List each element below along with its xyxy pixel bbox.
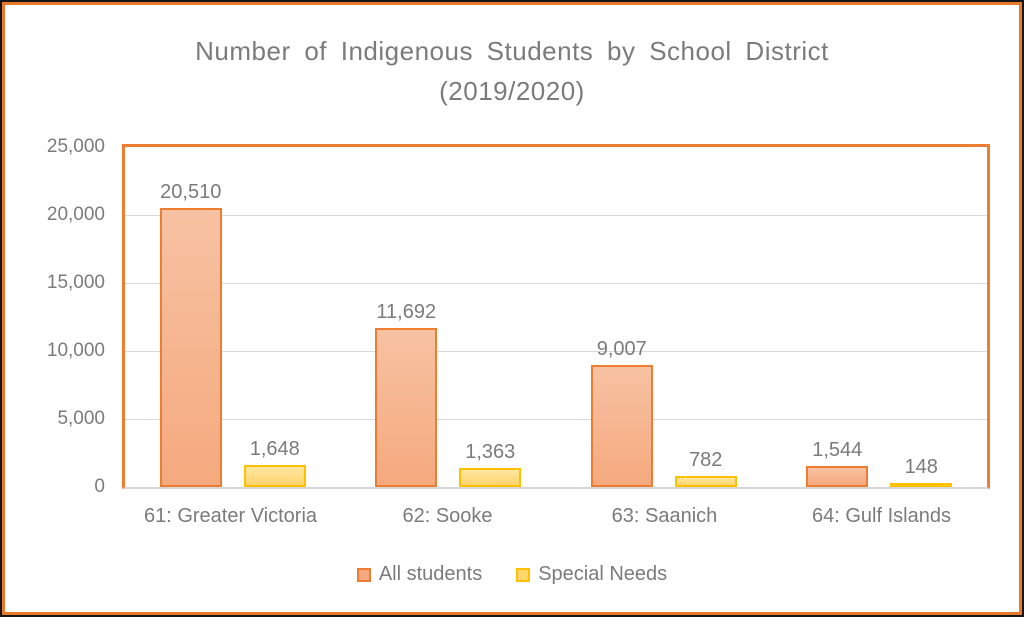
legend-label: All students (378, 563, 483, 585)
bar-group-63-saanich: 9,007 782 (556, 147, 772, 487)
plot-area: 20,510 1,648 11,692 1,363 9,007 782 1,544 148 (122, 144, 990, 489)
bar-special-needs-61-greater-victoria: 1,648 (243, 438, 306, 487)
gridline-5000 (125, 419, 987, 420)
x-axis-category-label-63-saanich: 63: Saanich (611, 505, 718, 527)
legend: All students Special Needs (5, 563, 1019, 586)
y-axis-tick-label: 20,000 (46, 204, 105, 225)
bar-group-62-sooke: 11,692 1,363 (341, 147, 557, 487)
x-axis-category-label-62-sooke: 62: Sooke (402, 505, 493, 527)
x-axis-category-label-61-greater-victoria: 61: Greater Victoria (143, 505, 318, 527)
bar-all-students-61-greater-victoria: 20,510 (159, 181, 222, 487)
y-axis-tick-label: 10,000 (46, 340, 105, 361)
y-axis-tick-label: 25,000 (46, 136, 105, 157)
bar-group-64-gulf-islands: 1,544 148 (772, 147, 988, 487)
bar-value-label: 9,007 (596, 337, 647, 360)
bar-value-label: 11,692 (376, 301, 437, 323)
bar-group-61-greater-victoria: 20,510 1,648 (125, 147, 341, 487)
legend-item-all-students: All students (356, 563, 483, 586)
bar-all-students-62-sooke: 11,692 (375, 301, 438, 487)
bar-special-needs-62-sooke: 1,363 (459, 441, 522, 487)
bar-all-students-63-saanich: 9,007 (590, 338, 653, 487)
legend-swatch-icon (356, 567, 371, 582)
bar-all-students-64-gulf-islands: 1,544 (806, 439, 869, 487)
x-axis-category-label-64-gulf-islands: 64: Gulf Islands (812, 505, 951, 527)
legend-swatch-icon (516, 567, 531, 582)
bar-value-label: 148 (904, 456, 938, 478)
gridline-10000 (125, 351, 987, 352)
y-axis-tick-label: 5,000 (57, 408, 105, 429)
legend-label: Special Needs (538, 563, 668, 585)
chart-title-line2: (2019/2020) (439, 76, 585, 106)
bar-value-label: 782 (689, 449, 723, 472)
bar-special-needs-63-saanich: 782 (674, 449, 737, 487)
bar-value-label: 1,363 (465, 441, 516, 464)
bar-value-label: 20,510 (160, 181, 222, 204)
bar-value-label: 1,544 (812, 439, 863, 462)
bar-value-label: 1,648 (249, 437, 300, 460)
bar-special-needs-64-gulf-islands: 148 (890, 456, 953, 487)
chart-title: Number of Indigenous Students by School … (5, 31, 1019, 111)
y-axis-tick-label: 0 (94, 476, 105, 497)
bar-groups: 20,510 1,648 11,692 1,363 9,007 782 1,544 148 (125, 147, 987, 487)
y-axis-tick-label: 15,000 (46, 272, 105, 293)
chart-title-line1: Number of Indigenous Students by School … (195, 36, 829, 66)
gridline-15000 (125, 283, 987, 284)
x-axis: 61: Greater Victoria 62: Sooke 63: Saanich… (122, 505, 990, 528)
gridline-20000 (125, 215, 987, 216)
legend-item-special-needs: Special Needs (516, 563, 667, 586)
y-axis: 0 5,000 10,000 15,000 20,000 25,000 (5, 136, 105, 497)
